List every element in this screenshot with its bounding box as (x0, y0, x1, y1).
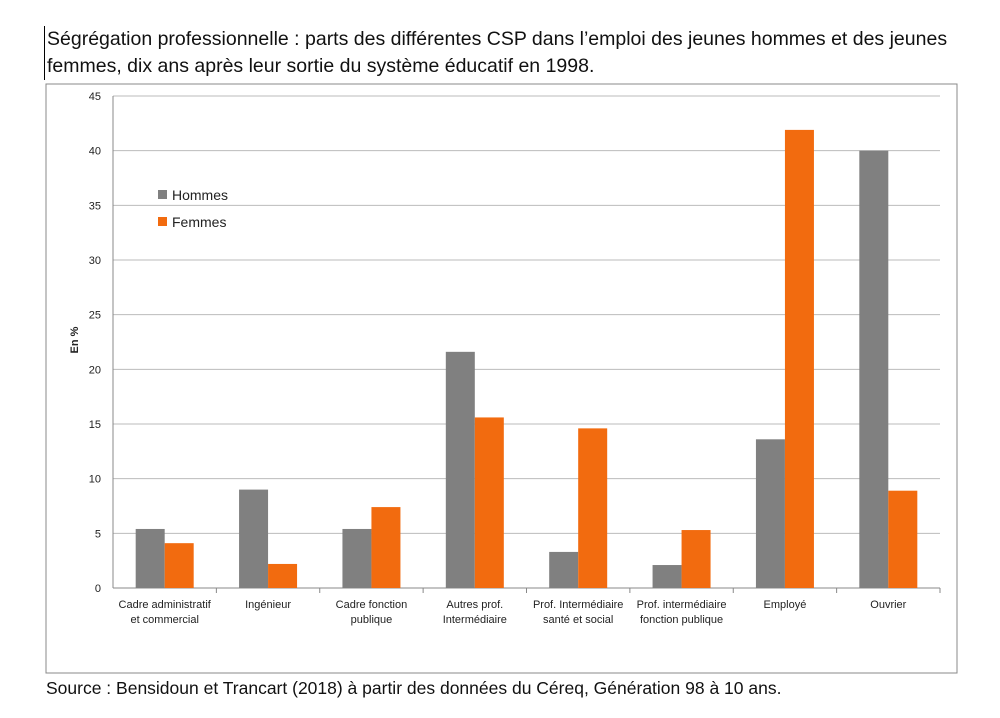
bar-femmes (784, 129, 814, 589)
y-tick-label: 10 (89, 474, 101, 486)
legend-label: Hommes (172, 187, 228, 203)
x-tick-label: Cadre administratif (119, 599, 212, 611)
x-tick-label: fonction publique (640, 614, 723, 626)
x-tick-label: Ingénieur (245, 599, 291, 611)
legend-label: Femmes (172, 214, 226, 230)
bar-femmes (268, 563, 298, 588)
bar-femmes (371, 507, 401, 588)
x-tick-label: Autres prof. (446, 599, 503, 611)
x-tick-label: et commercial (130, 614, 198, 626)
bar-hommes (342, 528, 372, 588)
y-tick-label: 20 (89, 364, 101, 376)
bar-hommes (239, 489, 269, 588)
y-tick-label: 25 (89, 310, 101, 322)
legend-swatch (158, 190, 167, 199)
bar-femmes (888, 490, 918, 588)
x-tick-label: santé et social (543, 614, 613, 626)
bar-hommes (549, 551, 579, 588)
x-tick-label: Ouvrier (870, 599, 906, 611)
y-tick-label: 40 (89, 146, 101, 158)
x-tick-label: publique (351, 614, 393, 626)
source-note: Source : Bensidoun et Trancart (2018) à … (46, 678, 782, 698)
y-tick-label: 0 (95, 583, 101, 595)
chart-title: Ségrégation professionnelle : parts des … (44, 26, 987, 80)
x-tick-label: Prof. intermédiaire (637, 599, 727, 611)
y-tick-label: 45 (89, 91, 101, 103)
legend-swatch (158, 217, 167, 226)
bar-femmes (474, 417, 504, 588)
y-tick-label: 15 (89, 419, 101, 431)
x-tick-label: Employé (764, 599, 807, 611)
y-tick-label: 30 (89, 255, 101, 267)
bar-hommes (445, 351, 475, 588)
y-tick-label: 5 (95, 528, 101, 540)
bar-hommes (135, 528, 165, 588)
bar-hommes (755, 439, 785, 588)
x-tick-label: Intermédiaire (443, 614, 507, 626)
x-tick-label: Cadre fonction (336, 599, 408, 611)
x-tick-label: Prof. Intermédiaire (533, 599, 623, 611)
chart-frame (45, 83, 958, 674)
y-axis-label: En % (69, 326, 81, 353)
bar-femmes (578, 428, 608, 588)
bar-femmes (681, 530, 711, 588)
y-tick-label: 35 (89, 200, 101, 212)
bar-hommes (652, 565, 682, 588)
bar-femmes (164, 543, 194, 588)
bar-hommes (859, 150, 889, 588)
